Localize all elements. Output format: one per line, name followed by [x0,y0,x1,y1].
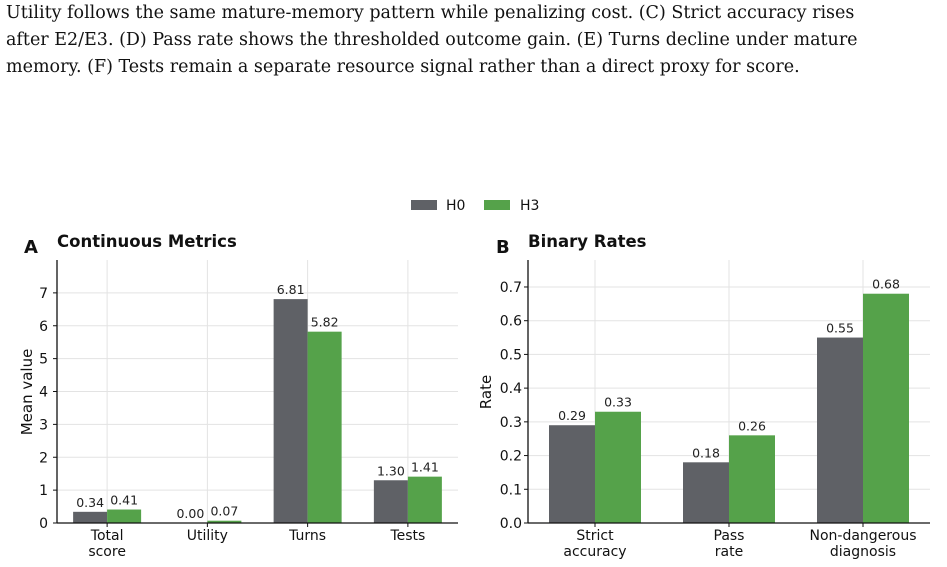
data-label: 1.30 [377,463,405,478]
y-tick-label: 0.3 [500,415,522,431]
x-tick-label: Strict [576,528,614,544]
bar-h3 [307,331,342,523]
data-label: 0.34 [76,495,104,510]
y-tick-label: 0.1 [500,482,522,498]
bar-h3 [595,411,641,523]
y-axis-label: Rate [477,375,495,409]
data-label: 0.07 [210,504,238,519]
data-label: 0.29 [558,408,586,423]
x-tick-label: diagnosis [830,544,896,560]
y-tick-label: 5 [39,352,48,368]
y-tick-label: 0.0 [500,516,522,532]
bar-h0 [683,462,729,523]
y-tick-label: 0.5 [500,347,522,363]
caption-line: Utility follows the same mature-memory p… [6,3,855,23]
data-label: 0.00 [176,506,204,521]
x-tick-label: rate [715,544,743,560]
x-tick-label: Tests [389,528,425,544]
caption-line: after E2/E3. (D) Pass rate shows the thr… [6,30,858,50]
y-tick-label: 3 [39,417,48,433]
x-tick-label: Pass [714,528,745,544]
x-tick-label: accuracy [563,544,626,560]
y-tick-label: 0.2 [500,449,522,465]
y-tick-label: 4 [39,385,48,401]
panel-letter: B [496,237,510,258]
legend-label-h3: H3 [520,198,539,214]
data-label: 0.18 [692,445,720,460]
bar-h3 [207,520,242,523]
data-label: 5.82 [311,315,339,330]
bar-h0 [817,337,863,523]
y-tick-label: 0 [39,516,48,532]
y-tick-label: 0.6 [500,314,522,330]
y-tick-label: 7 [39,286,48,302]
bar-h0 [73,511,108,523]
x-tick-label: Non-dangerous [810,528,917,544]
bar-h0 [549,425,595,523]
panel-letter: A [24,237,38,258]
panel-title: Binary Rates [528,232,647,251]
x-tick-label: Utility [187,528,228,544]
y-axis-label: Mean value [18,349,36,436]
legend: H0 H3 [411,198,539,214]
data-label: 0.26 [738,418,766,433]
data-label: 6.81 [277,282,305,297]
y-tick-label: 0.4 [500,381,522,397]
y-tick-label: 1 [39,483,48,499]
caption-line: memory. (F) Tests remain a separate reso… [6,57,800,77]
bar-h3 [407,476,442,523]
bar-h3 [107,509,142,523]
data-label: 0.55 [826,321,854,336]
bar-h3 [863,293,909,523]
data-label: 0.68 [872,277,900,292]
legend-swatch-h3 [484,200,510,210]
legend-swatch-h0 [411,200,437,210]
panel-title: Continuous Metrics [57,232,237,251]
y-tick-label: 6 [39,319,48,335]
x-tick-label: Total [90,528,124,544]
y-tick-label: 2 [39,450,48,466]
y-tick-label: 0.7 [500,280,522,296]
bar-h0 [273,299,308,523]
bar-h0 [373,480,408,523]
data-label: 0.33 [604,395,632,410]
data-label: 1.41 [411,460,439,475]
legend-label-h0: H0 [446,198,465,214]
bar-h3 [729,435,775,523]
x-tick-label: score [88,544,126,560]
x-tick-label: Turns [288,528,326,544]
figure-caption: Utility follows the same mature-memory p… [6,0,942,81]
data-label: 0.41 [110,493,138,508]
